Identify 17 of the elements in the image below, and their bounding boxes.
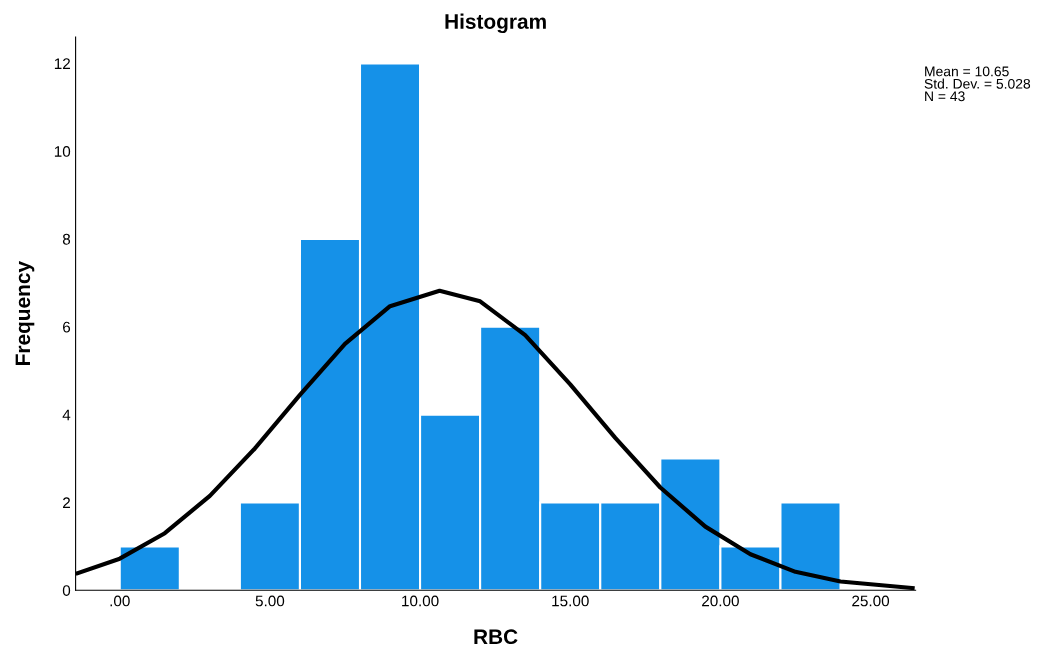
x-tick-label: 25.00 <box>852 595 890 607</box>
text: Mean = 10.65 Std. Dev. = 5.028 N = 43 <box>924 66 1031 102</box>
y-tick-label: 4 <box>62 409 71 421</box>
x-tick-label: 5.00 <box>255 595 285 607</box>
x-tick-label: 15.00 <box>552 595 589 607</box>
x-axis-title: RBC <box>474 629 518 645</box>
y-tick-label: 10 <box>54 146 71 157</box>
y-tick-label: 12 <box>54 58 70 69</box>
x-tick-label: 10.00 <box>402 595 439 607</box>
y-tick-label: 6 <box>63 321 71 333</box>
y-axis-title: Frequency <box>15 261 35 365</box>
x-tick-label: .00 <box>110 595 130 607</box>
y-tick-label: 8 <box>62 233 71 245</box>
y-tick-label: 0 <box>62 585 71 596</box>
x-tick-label: 20.00 <box>702 595 739 607</box>
chart-title: Histogram <box>445 13 546 34</box>
y-tick-label: 2 <box>63 497 70 508</box>
